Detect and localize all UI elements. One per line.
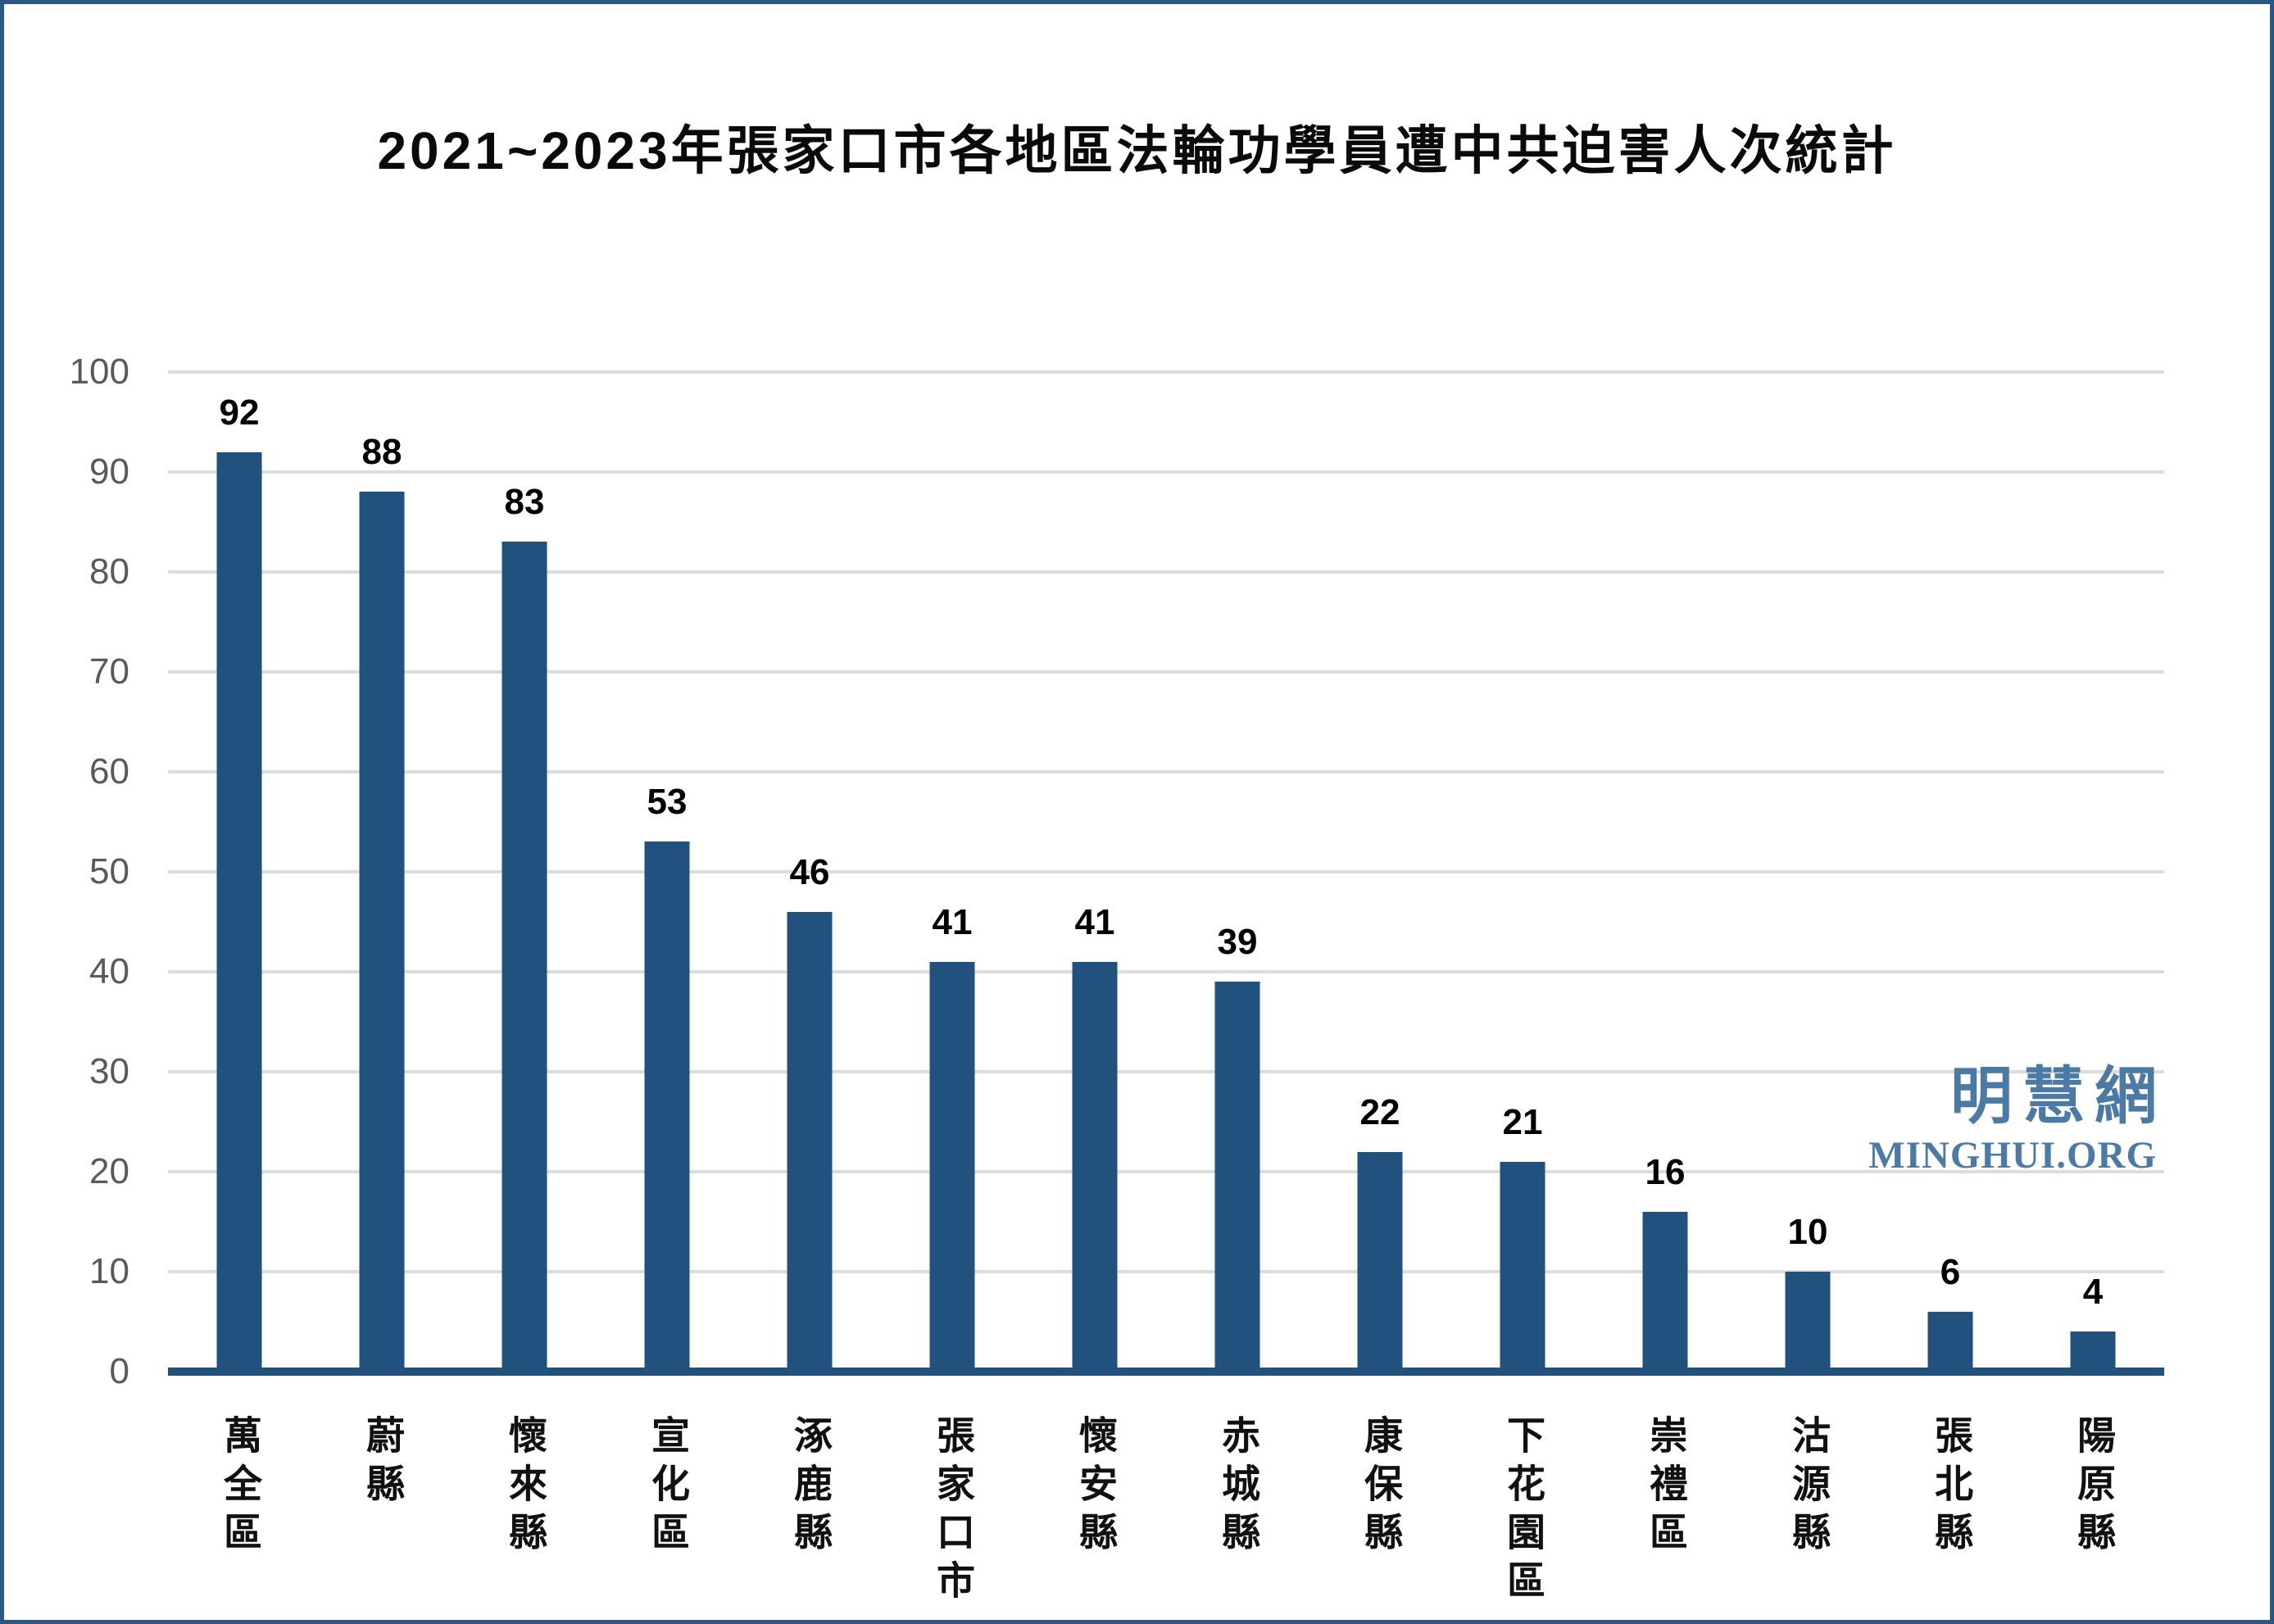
- x-label-懷來縣: 懷來縣: [503, 1415, 547, 1560]
- bar-slot-12: 6: [1879, 372, 2022, 1372]
- bar-slot-6: 41: [1024, 372, 1166, 1372]
- x-label-康保縣: 康保縣: [1359, 1415, 1403, 1560]
- gridline-70: [168, 670, 2164, 674]
- bar-slot-3: 53: [596, 372, 738, 1372]
- bar-value-label-9: 21: [1502, 1101, 1543, 1142]
- bar-萬全區: [216, 451, 262, 1372]
- bar-value-label-6: 41: [1074, 901, 1115, 942]
- bar-slot-1: 88: [311, 372, 453, 1372]
- bar-蔚縣: [359, 492, 405, 1372]
- x-label-張家口市: 張家口市: [931, 1415, 975, 1608]
- bar-value-label-13: 4: [2082, 1272, 2104, 1313]
- gridline-40: [168, 970, 2164, 973]
- x-label-slot-11: 沽源縣: [1736, 1415, 1879, 1613]
- y-tick-label-100: 100: [69, 352, 129, 392]
- y-tick-label-40: 40: [89, 951, 129, 991]
- bar-value-label-3: 53: [647, 782, 688, 823]
- bar-value-label-8: 22: [1359, 1091, 1400, 1132]
- x-label-崇禮區: 崇禮區: [1644, 1415, 1688, 1560]
- x-label-slot-12: 張北縣: [1879, 1415, 2022, 1613]
- bars-row: 92 88 83 53 46 41 41 39 22 21 16 10 6 4: [168, 372, 2164, 1372]
- chart-title: 2021~2023年張家口市各地區法輪功學員遭中共迫害人次統計: [377, 121, 1897, 180]
- bar-懷安縣: [1072, 961, 1118, 1372]
- bar-康保縣: [1357, 1151, 1403, 1372]
- bar-slot-8: 22: [1309, 372, 1451, 1372]
- y-tick-label-60: 60: [89, 751, 129, 792]
- bar-slot-2: 83: [453, 372, 596, 1372]
- gridline-10: [168, 1270, 2164, 1273]
- bar-下花園區: [1500, 1161, 1546, 1372]
- y-tick-label-0: 0: [109, 1351, 129, 1391]
- y-tick-label-10: 10: [89, 1251, 129, 1291]
- bar-崇禮區: [1642, 1211, 1688, 1372]
- x-label-slot-0: 萬全區: [168, 1415, 311, 1613]
- x-label-沽源縣: 沽源縣: [1786, 1415, 1831, 1560]
- bar-涿鹿縣: [787, 911, 833, 1372]
- bar-value-label-0: 92: [219, 392, 260, 433]
- bar-赤城縣: [1214, 982, 1260, 1372]
- y-tick-label-20: 20: [89, 1151, 129, 1191]
- bar-value-label-5: 41: [932, 901, 973, 942]
- gridline-30: [168, 1070, 2164, 1073]
- gridline-80: [168, 570, 2164, 574]
- bar-陽原縣: [2070, 1331, 2116, 1372]
- x-label-宣化區: 宣化區: [646, 1415, 690, 1560]
- bar-slot-0: 92: [168, 372, 311, 1372]
- x-label-陽原縣: 陽原縣: [2072, 1415, 2116, 1560]
- x-label-slot-13: 陽原縣: [2022, 1415, 2164, 1613]
- bar-張家口市: [929, 961, 975, 1372]
- x-label-張北縣: 張北縣: [1929, 1415, 1973, 1560]
- x-label-下花園區: 下花園區: [1501, 1415, 1546, 1608]
- x-label-萬全區: 萬全區: [218, 1415, 262, 1560]
- bar-slot-13: 4: [2022, 372, 2164, 1372]
- bar-slot-10: 16: [1594, 372, 1736, 1372]
- x-label-slot-5: 張家口市: [881, 1415, 1024, 1613]
- bar-slot-5: 41: [881, 372, 1024, 1372]
- y-tick-label-80: 80: [89, 551, 129, 592]
- bar-value-label-7: 39: [1217, 922, 1258, 963]
- bar-宣化區: [644, 841, 690, 1372]
- y-tick-label-30: 30: [89, 1051, 129, 1091]
- x-label-slot-4: 涿鹿縣: [738, 1415, 881, 1613]
- bar-slot-9: 21: [1451, 372, 1594, 1372]
- y-tick-label-90: 90: [89, 451, 129, 492]
- x-label-slot-6: 懷安縣: [1024, 1415, 1166, 1613]
- x-axis-line: [168, 1368, 2164, 1376]
- bar-value-label-1: 88: [361, 432, 402, 473]
- x-label-懷安縣: 懷安縣: [1073, 1415, 1118, 1560]
- bar-value-label-10: 16: [1645, 1151, 1686, 1192]
- gridline-90: [168, 470, 2164, 474]
- bar-value-label-4: 46: [789, 851, 830, 892]
- bar-value-label-12: 6: [1940, 1251, 1961, 1292]
- bar-張北縣: [1927, 1311, 1973, 1372]
- minghui-logo-en: MINGHUI.ORG: [1868, 1134, 2157, 1177]
- gridline-100: [168, 370, 2164, 374]
- bar-沽源縣: [1785, 1272, 1831, 1372]
- x-label-slot-10: 崇禮區: [1594, 1415, 1736, 1613]
- x-label-slot-8: 康保縣: [1309, 1415, 1451, 1613]
- bar-懷來縣: [502, 542, 547, 1372]
- y-tick-label-70: 70: [89, 651, 129, 692]
- bar-value-label-11: 10: [1787, 1212, 1828, 1252]
- x-label-赤城縣: 赤城縣: [1216, 1415, 1260, 1560]
- gridline-60: [168, 770, 2164, 773]
- x-label-slot-3: 宣化區: [596, 1415, 738, 1613]
- bar-slot-7: 39: [1166, 372, 1309, 1372]
- minghui-logo-cn: 明慧網: [1950, 1062, 2167, 1132]
- x-label-蔚縣: 蔚縣: [361, 1415, 405, 1512]
- bar-slot-11: 10: [1736, 372, 1879, 1372]
- x-label-slot-9: 下花園區: [1451, 1415, 1594, 1613]
- x-label-涿鹿縣: 涿鹿縣: [788, 1415, 833, 1560]
- gridline-50: [168, 870, 2164, 873]
- minghui-watermark: 明慧網 MINGHUI.ORG: [1868, 1066, 2157, 1175]
- gridline-20: [168, 1170, 2164, 1173]
- y-tick-label-50: 50: [89, 851, 129, 891]
- bar-slot-4: 46: [738, 372, 881, 1372]
- x-label-slot-7: 赤城縣: [1166, 1415, 1309, 1613]
- x-label-slot-1: 蔚縣: [311, 1415, 453, 1613]
- x-label-slot-2: 懷來縣: [453, 1415, 596, 1613]
- x-labels-row: 萬全區 蔚縣 懷來縣 宣化區 涿鹿縣 張家口市 懷安縣 赤城縣 康保縣 下花園區 崇禮區 沽源縣 張北縣…: [168, 1415, 2164, 1613]
- bar-value-label-2: 83: [504, 482, 545, 523]
